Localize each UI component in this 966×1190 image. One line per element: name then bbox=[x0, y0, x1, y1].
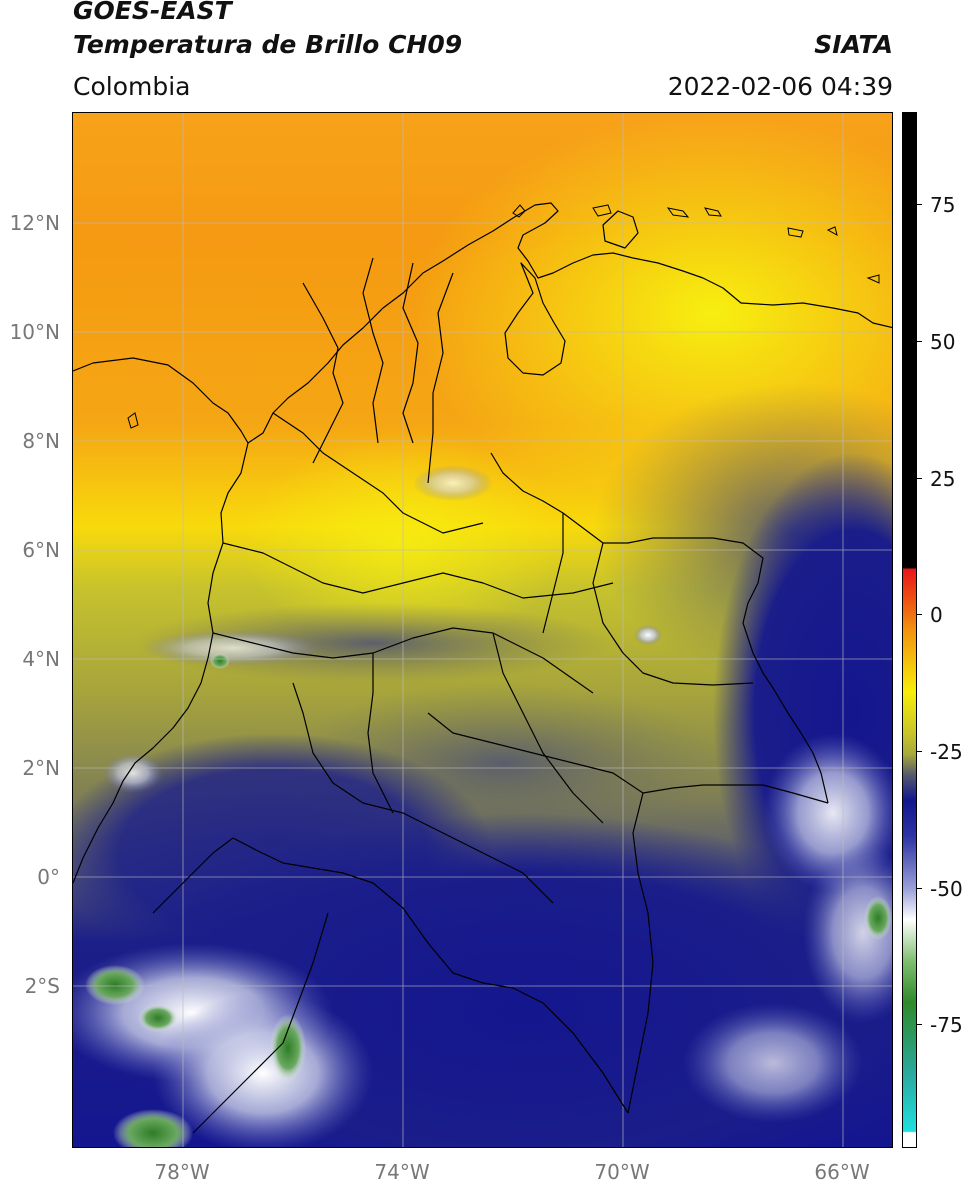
region-label: Colombia bbox=[73, 72, 191, 101]
lat-label-4n: 4°N bbox=[22, 647, 60, 671]
satellite-map bbox=[72, 112, 893, 1148]
colorbar bbox=[902, 112, 917, 1148]
colorbar-label-50: 50 bbox=[930, 330, 956, 354]
title-satellite: GOES-EAST bbox=[73, 0, 232, 25]
colorbar-label-minus50: -50 bbox=[930, 877, 963, 901]
lon-label-66w: 66°W bbox=[814, 1160, 870, 1184]
colorbar-tick bbox=[917, 888, 922, 889]
colorbar-tick bbox=[917, 478, 922, 479]
lat-label-12n: 12°N bbox=[9, 211, 60, 235]
colorbar-label-0: 0 bbox=[930, 603, 943, 627]
lat-label-6n: 6°N bbox=[22, 538, 60, 562]
colorbar-tick bbox=[917, 204, 922, 205]
colorbar-tick bbox=[917, 614, 922, 615]
colorbar-label-25: 25 bbox=[930, 467, 956, 491]
lon-label-78w: 78°W bbox=[154, 1160, 210, 1184]
lat-label-10n: 10°N bbox=[9, 320, 60, 344]
title-product: Temperatura de Brillo CH09 bbox=[73, 30, 463, 59]
datetime-label: 2022-02-06 04:39 bbox=[667, 72, 893, 101]
lon-label-74w: 74°W bbox=[374, 1160, 430, 1184]
colorbar-tick bbox=[917, 751, 922, 752]
lat-label-0: 0° bbox=[37, 865, 60, 889]
colorbar-tick bbox=[917, 341, 922, 342]
lat-label-2n: 2°N bbox=[22, 756, 60, 780]
lat-label-8n: 8°N bbox=[22, 429, 60, 453]
colorbar-label-minus25: -25 bbox=[930, 740, 963, 764]
lat-label-2s: 2°S bbox=[24, 974, 60, 998]
org-label: SIATA bbox=[814, 30, 893, 59]
lon-label-70w: 70°W bbox=[594, 1160, 650, 1184]
colorbar-label-minus75: -75 bbox=[930, 1013, 963, 1037]
colorbar-tick bbox=[917, 1024, 922, 1025]
colorbar-label-75: 75 bbox=[930, 193, 956, 217]
